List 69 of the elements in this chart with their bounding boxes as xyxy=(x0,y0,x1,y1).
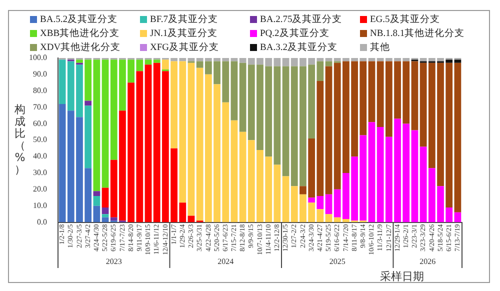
y-tick-label: 60.0 xyxy=(33,118,47,128)
legend-label: BF.7及其亚分支 xyxy=(150,13,218,26)
bar xyxy=(274,66,281,165)
legend-label: XFG及其亚分支 xyxy=(150,41,220,54)
bar xyxy=(230,120,238,222)
bar xyxy=(58,104,66,222)
bar xyxy=(454,212,462,222)
bar xyxy=(144,64,152,222)
bar xyxy=(411,130,418,222)
text: 2025 xyxy=(329,257,346,266)
bar xyxy=(454,62,462,212)
bar xyxy=(188,58,195,62)
y-tick-label: 70.0 xyxy=(33,102,47,112)
y-tick-label: 90.0 xyxy=(33,70,47,79)
bar xyxy=(411,61,418,130)
bar xyxy=(368,122,376,222)
legend-label: XDV其他进化分支 xyxy=(40,41,121,54)
x-axis-title: 采样日期 xyxy=(380,270,424,283)
y-tick-label: 40.0 xyxy=(33,152,47,161)
y-tick-label: 50.0 xyxy=(33,135,47,144)
bar xyxy=(239,62,246,132)
legend-label: BA.5.2及其亚分支 xyxy=(40,13,118,26)
bar xyxy=(282,66,290,176)
bar xyxy=(84,100,92,106)
legend-label: EG.5及其亚分支 xyxy=(370,13,440,26)
bar xyxy=(282,176,290,222)
legend-label: PQ.2及其亚分支 xyxy=(260,27,330,40)
bar xyxy=(239,132,246,222)
bar xyxy=(368,61,376,122)
bar xyxy=(58,60,66,104)
legend-label: JN.1及其亚分支 xyxy=(150,27,218,40)
bar xyxy=(102,60,109,188)
bar xyxy=(454,60,462,63)
y-axis-title: 构成比（%） xyxy=(14,103,26,176)
bar xyxy=(230,58,238,62)
bar xyxy=(325,194,332,214)
bar xyxy=(368,58,376,62)
y-tick-label: 10.0 xyxy=(33,200,47,210)
legend-label: NB.1.8.1其他进化分支 xyxy=(370,27,465,40)
legend-label: BA.3.2及其亚分支 xyxy=(260,41,338,54)
bar xyxy=(102,214,109,218)
bar xyxy=(282,58,290,66)
y-tick-label: 80.0 xyxy=(33,86,47,95)
bar xyxy=(274,164,281,222)
bar xyxy=(239,58,246,63)
bar xyxy=(230,61,238,120)
legend-label: BA.2.75及其亚分支 xyxy=(260,13,342,26)
bar xyxy=(325,66,332,194)
y-tick-label: 20.0 xyxy=(33,184,47,194)
text: 2024 xyxy=(218,257,234,266)
bar xyxy=(144,60,152,65)
legend-label: 其他 xyxy=(370,41,390,54)
bar xyxy=(188,62,195,216)
bar xyxy=(93,191,100,196)
y-tick-label: 100.0 xyxy=(29,53,47,62)
bar xyxy=(102,188,109,208)
y-tick-label: 30.0 xyxy=(33,168,47,178)
bar xyxy=(110,217,118,221)
bar xyxy=(325,58,332,62)
bar xyxy=(102,207,109,214)
bar xyxy=(153,60,160,63)
bar xyxy=(93,196,100,206)
y-tick-label: 0.0 xyxy=(37,217,47,226)
text: 2023 xyxy=(106,257,122,266)
bar xyxy=(274,58,281,66)
bar xyxy=(325,214,332,222)
legend-label: XBB其他进化分支 xyxy=(40,27,120,40)
text: 2026 xyxy=(420,257,436,266)
bar xyxy=(188,216,195,222)
